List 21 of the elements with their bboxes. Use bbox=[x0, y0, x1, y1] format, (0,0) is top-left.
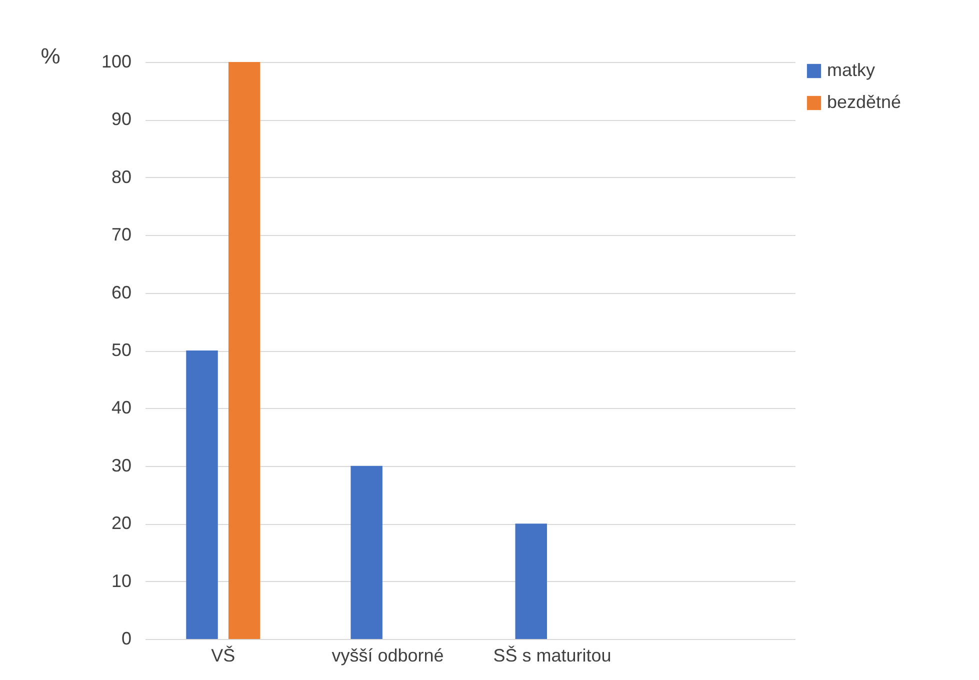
x-tick-label: vyšší odborné bbox=[332, 646, 444, 666]
y-tick-label: 50 bbox=[111, 340, 132, 360]
legend-label: bezdětné bbox=[827, 92, 902, 112]
y-tick-label: 60 bbox=[111, 282, 132, 302]
y-tick-label: 70 bbox=[111, 224, 132, 245]
y-tick-label: 90 bbox=[111, 109, 132, 130]
legend-label: matky bbox=[827, 60, 876, 80]
y-tick-label: 100 bbox=[101, 52, 132, 72]
x-tick-label: SŠ s maturitou bbox=[493, 646, 612, 666]
bar bbox=[228, 62, 260, 639]
y-tick-label: 20 bbox=[111, 513, 132, 534]
y-tick-label: 0 bbox=[121, 628, 132, 648]
bar bbox=[515, 524, 547, 639]
y-tick-label: 80 bbox=[111, 166, 132, 187]
y-tick-label: 40 bbox=[111, 398, 132, 418]
x-tick-label: VŠ bbox=[211, 646, 236, 666]
y-tick-label: 10 bbox=[111, 570, 132, 591]
bar bbox=[186, 350, 218, 639]
bar bbox=[350, 466, 382, 639]
y-axis-title: % bbox=[40, 44, 60, 68]
y-tick-label: 30 bbox=[111, 455, 132, 476]
